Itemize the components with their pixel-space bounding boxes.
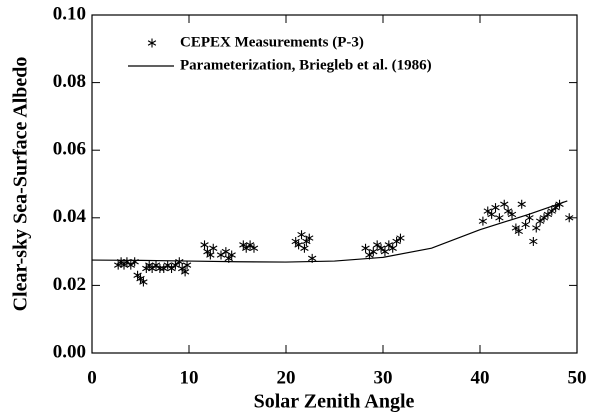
data-point	[139, 277, 148, 287]
data-point	[503, 206, 513, 216]
data-point	[206, 250, 215, 260]
data-point	[507, 209, 517, 219]
data-point	[392, 236, 401, 246]
data-point	[155, 264, 165, 273]
data-point	[491, 203, 500, 213]
data-point	[483, 206, 492, 216]
data-point	[209, 243, 218, 253]
data-point	[151, 260, 161, 270]
y-axis-label: Clear-sky Sea-Surface Albedo	[10, 57, 32, 312]
data-point	[200, 240, 209, 250]
data-point	[249, 243, 259, 253]
data-point	[514, 226, 523, 236]
data-point	[388, 243, 397, 253]
data-point	[369, 247, 378, 257]
legend-label: CEPEX Measurements (P-3)	[180, 34, 364, 50]
y-tick-label: 0.06	[53, 139, 86, 160]
data-point	[216, 250, 226, 260]
data-point	[126, 260, 135, 270]
x-tick-label: 10	[180, 367, 199, 388]
data-point	[175, 257, 184, 267]
data-point	[535, 216, 545, 226]
x-tick-label: 50	[568, 367, 587, 388]
data-point	[396, 233, 405, 243]
data-point	[182, 260, 192, 270]
data-point	[525, 213, 534, 223]
data-point	[159, 264, 168, 273]
legend-label: Parameterization, Briegleb et al. (1986)	[180, 57, 432, 73]
data-point	[487, 209, 496, 219]
data-point	[171, 260, 180, 270]
data-point	[373, 240, 382, 250]
data-point	[539, 213, 549, 223]
data-point	[147, 264, 157, 273]
data-point	[543, 209, 553, 219]
data-point	[380, 247, 390, 257]
x-tick-label: 0	[87, 367, 97, 388]
data-point	[227, 250, 236, 260]
data-point	[305, 233, 314, 243]
y-tick-label: 0.10	[53, 3, 86, 24]
data-point	[297, 230, 306, 240]
data-point	[565, 213, 574, 223]
x-axis-label: Solar Zenith Angle	[254, 391, 415, 413]
data-point	[478, 216, 488, 226]
data-point	[384, 240, 393, 250]
data-point	[163, 260, 172, 270]
data-point	[245, 240, 255, 250]
data-point	[532, 223, 541, 233]
data-point	[167, 264, 176, 273]
data-point	[376, 243, 386, 253]
y-tick-label: 0.02	[53, 274, 86, 295]
legend-symbol	[147, 38, 157, 48]
data-point	[300, 243, 309, 253]
data-point	[547, 206, 556, 216]
data-point	[517, 199, 526, 209]
data-point	[495, 213, 504, 223]
y-tick-label: 0.08	[53, 71, 86, 92]
data-point	[180, 267, 190, 277]
x-tick-label: 40	[471, 367, 490, 388]
plot-frame	[91, 14, 578, 354]
y-tick-label: 0.00	[53, 341, 86, 362]
data-point	[242, 243, 251, 253]
fit-line	[91, 200, 568, 263]
data-point	[529, 236, 538, 246]
data-point	[361, 243, 370, 253]
data-point	[500, 199, 509, 209]
data-point	[521, 220, 530, 230]
x-tick-label: 30	[374, 367, 393, 388]
x-tick-label: 20	[277, 367, 296, 388]
y-tick-label: 0.04	[53, 206, 87, 227]
